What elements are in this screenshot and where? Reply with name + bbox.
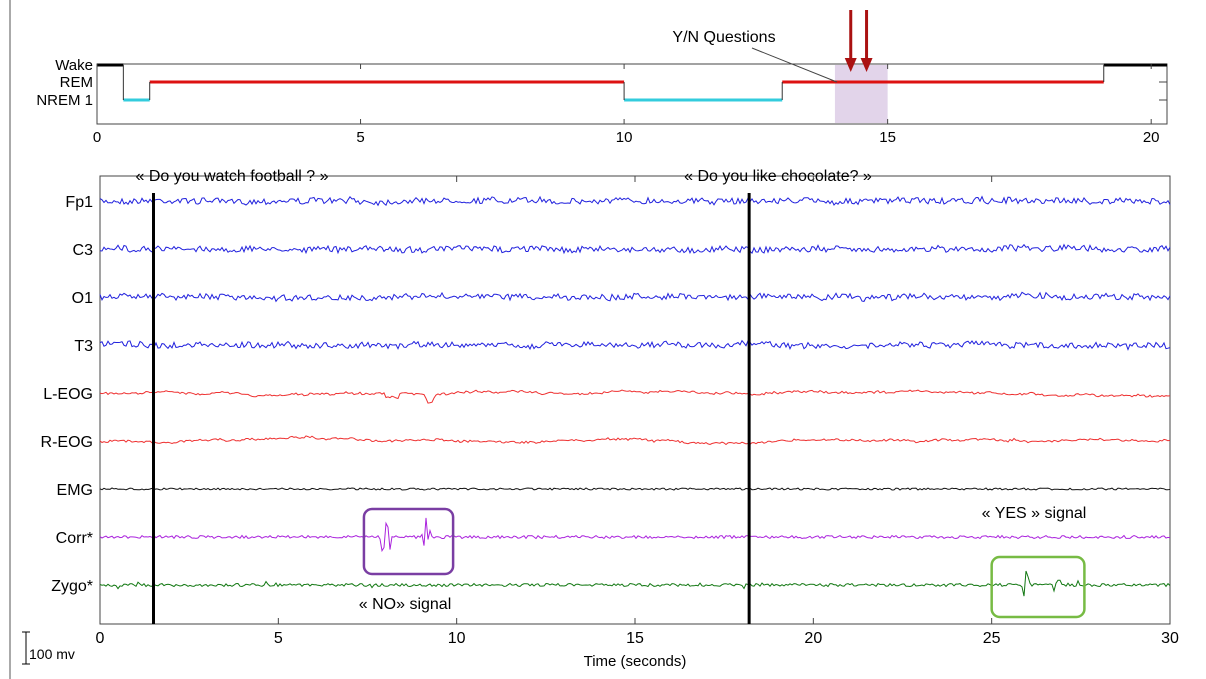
question-label: « Do you watch football ? » [135, 168, 328, 185]
trace-corr [99, 517, 1171, 553]
stage-label-rem: REM [60, 74, 93, 91]
x-tick-label: 5 [274, 630, 283, 647]
trace-r-eog [99, 435, 1171, 446]
x-tick-label: 30 [1161, 630, 1179, 647]
trace-o1 [99, 291, 1171, 303]
channel-label: T3 [74, 338, 93, 355]
x-tick-label: 0 [96, 630, 105, 647]
x-tick-label: 25 [983, 630, 1001, 647]
hypnogram-frame [96, 63, 1168, 125]
hypnogram-x-tick-label: 0 [93, 129, 101, 146]
yn-questions-pointer [751, 47, 838, 83]
stage-label-wake: Wake [55, 57, 93, 74]
stage-label-nrem-1: NREM 1 [36, 92, 93, 109]
hypnogram-x-tick-label: 15 [879, 129, 896, 146]
channel-label: Corr* [56, 530, 93, 547]
x-axis-label: Time (seconds) [584, 653, 687, 670]
signal-highlight-box [362, 507, 455, 576]
arrow-down-icon [860, 58, 873, 72]
hypnogram-x-tick-label: 20 [1143, 129, 1160, 146]
channel-label: C3 [73, 242, 94, 259]
channel-label: EMG [57, 482, 93, 499]
hypnogram-x-tick-label: 5 [356, 129, 364, 146]
polysomnography-panel: Fp1 C3 O1 T3 L-EOG R-EOG EMG Corr* Zygo* « Do yo… [41, 168, 1179, 670]
amplitude-scale-bar: 100 mv [22, 631, 75, 665]
trace-l-eog [99, 389, 1171, 404]
channel-label: Zygo* [51, 578, 93, 595]
arrow-down-icon [844, 58, 857, 72]
channel-label: Fp1 [65, 194, 93, 211]
signal-highlight-box [990, 555, 1086, 619]
trace-fp1 [99, 195, 1171, 207]
trace-t3 [99, 339, 1171, 351]
hypnogram-x-tick-label: 10 [616, 129, 633, 146]
signal-label: « NO» signal [359, 596, 452, 613]
x-tick-label: 20 [804, 630, 822, 647]
question-label: « Do you like chocolate? » [684, 168, 872, 185]
x-tick-label: 10 [448, 630, 466, 647]
yn-questions-label: Y/N Questions [672, 29, 775, 46]
trace-c3 [99, 243, 1171, 255]
channel-label: O1 [72, 290, 93, 307]
trace-emg [99, 487, 1171, 491]
signal-label: « YES » signal [982, 505, 1087, 522]
yn-questions-highlight [834, 65, 888, 123]
x-tick-label: 15 [626, 630, 644, 647]
scale-bar-label: 100 mv [29, 646, 75, 662]
channel-label: L-EOG [43, 386, 93, 403]
channel-label: R-EOG [41, 434, 93, 451]
